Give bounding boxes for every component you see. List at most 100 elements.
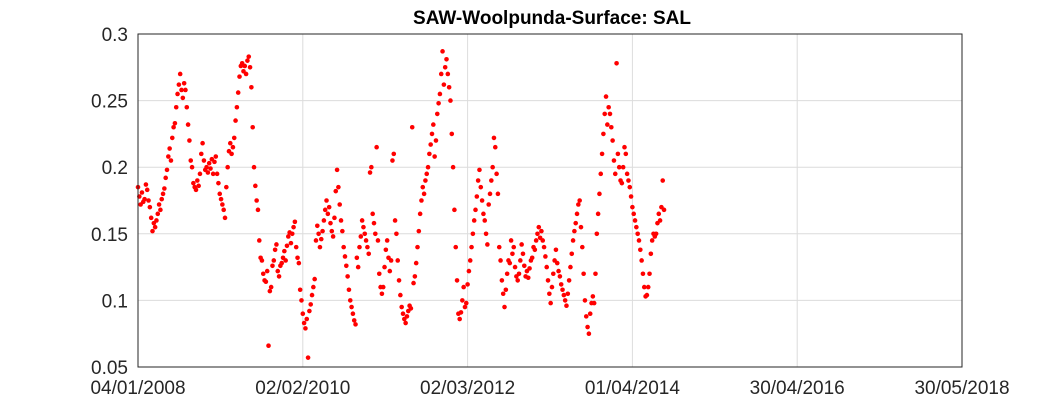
data-point: [272, 247, 278, 253]
data-point: [361, 224, 366, 230]
data-point: [549, 284, 555, 290]
data-point: [337, 202, 343, 207]
data-point: [332, 215, 337, 221]
data-point: [503, 287, 509, 293]
data-point: [183, 87, 188, 93]
data-point: [380, 284, 386, 290]
data-point: [338, 218, 344, 223]
data-point: [359, 218, 365, 223]
data-point: [400, 311, 406, 317]
data-point: [321, 218, 327, 223]
data-point: [536, 224, 542, 230]
data-point: [544, 264, 550, 270]
data-point: [212, 159, 217, 165]
data-point: [271, 258, 277, 263]
data-point: [473, 207, 478, 213]
data-point: [387, 268, 393, 274]
data-point: [155, 211, 161, 217]
data-point: [553, 247, 559, 253]
data-point: [249, 84, 254, 90]
data-point: [419, 198, 424, 203]
data-point: [458, 310, 464, 315]
data-point: [229, 151, 234, 157]
data-point: [416, 228, 422, 234]
data-point: [474, 194, 480, 199]
data-point: [309, 292, 315, 298]
data-point: [188, 158, 194, 163]
data-point: [233, 118, 238, 123]
data-point: [189, 164, 195, 170]
data-point: [373, 231, 378, 237]
data-point: [483, 231, 489, 237]
data-point: [470, 231, 476, 237]
data-point: [545, 278, 551, 283]
data-point: [184, 104, 190, 110]
data-point: [289, 231, 295, 237]
data-point: [532, 247, 538, 253]
data-point: [276, 274, 282, 279]
data-point: [412, 274, 418, 279]
data-point: [519, 242, 524, 247]
data-point: [187, 138, 192, 143]
data-point: [508, 238, 514, 243]
data-point: [254, 198, 259, 203]
plot-area-frame: [137, 33, 963, 368]
data-point: [349, 304, 354, 310]
data-point: [543, 254, 548, 259]
data-point: [162, 186, 167, 191]
data-point: [264, 268, 270, 274]
data-point: [158, 207, 163, 213]
data-point: [301, 320, 307, 326]
data-point: [142, 196, 147, 202]
data-point: [569, 251, 575, 257]
data-point: [500, 291, 506, 297]
data-point: [224, 184, 229, 190]
data-point: [512, 264, 518, 270]
data-point: [166, 154, 171, 159]
tick-layer: 0.05 0.1 0.15 0.2 0.25 0.3 04/01/2008 02/02/201…: [90, 25, 1009, 399]
data-point: [214, 171, 220, 177]
data-point: [251, 164, 257, 170]
data-point: [566, 278, 572, 283]
y-tick-label: 0.15: [91, 225, 128, 246]
data-point: [495, 191, 501, 197]
data-point: [467, 258, 473, 263]
data-point: [206, 160, 212, 166]
data-point: [609, 124, 614, 130]
data-point: [471, 218, 477, 223]
data-point: [440, 49, 445, 54]
data-point: [297, 287, 303, 293]
data-point: [432, 154, 437, 159]
data-point: [448, 98, 453, 103]
x-tick-label: 02/03/2012: [420, 378, 515, 399]
data-point: [619, 180, 625, 186]
data-point: [293, 244, 299, 250]
data-point: [460, 298, 465, 303]
data-point: [253, 183, 258, 189]
data-point: [357, 244, 362, 250]
data-point: [557, 274, 563, 279]
data-point: [561, 292, 567, 298]
data-point: [558, 282, 564, 287]
data-point: [318, 236, 324, 242]
y-tick-label: 0.1: [102, 291, 128, 312]
data-point: [574, 211, 580, 217]
data-point: [185, 122, 191, 127]
data-point: [594, 231, 600, 237]
data-point: [403, 320, 408, 326]
data-point: [507, 260, 513, 266]
data-point: [388, 258, 394, 263]
data-point: [391, 151, 397, 157]
data-point: [363, 238, 369, 243]
data-point: [469, 244, 474, 250]
data-point: [434, 111, 440, 117]
data-point: [282, 248, 287, 254]
data-point: [540, 238, 546, 243]
data-point: [279, 260, 285, 266]
data-point: [266, 343, 271, 348]
data-point: [564, 303, 569, 309]
data-point: [160, 191, 166, 197]
data-point: [429, 131, 435, 137]
data-point: [384, 238, 390, 243]
data-point: [556, 268, 561, 274]
